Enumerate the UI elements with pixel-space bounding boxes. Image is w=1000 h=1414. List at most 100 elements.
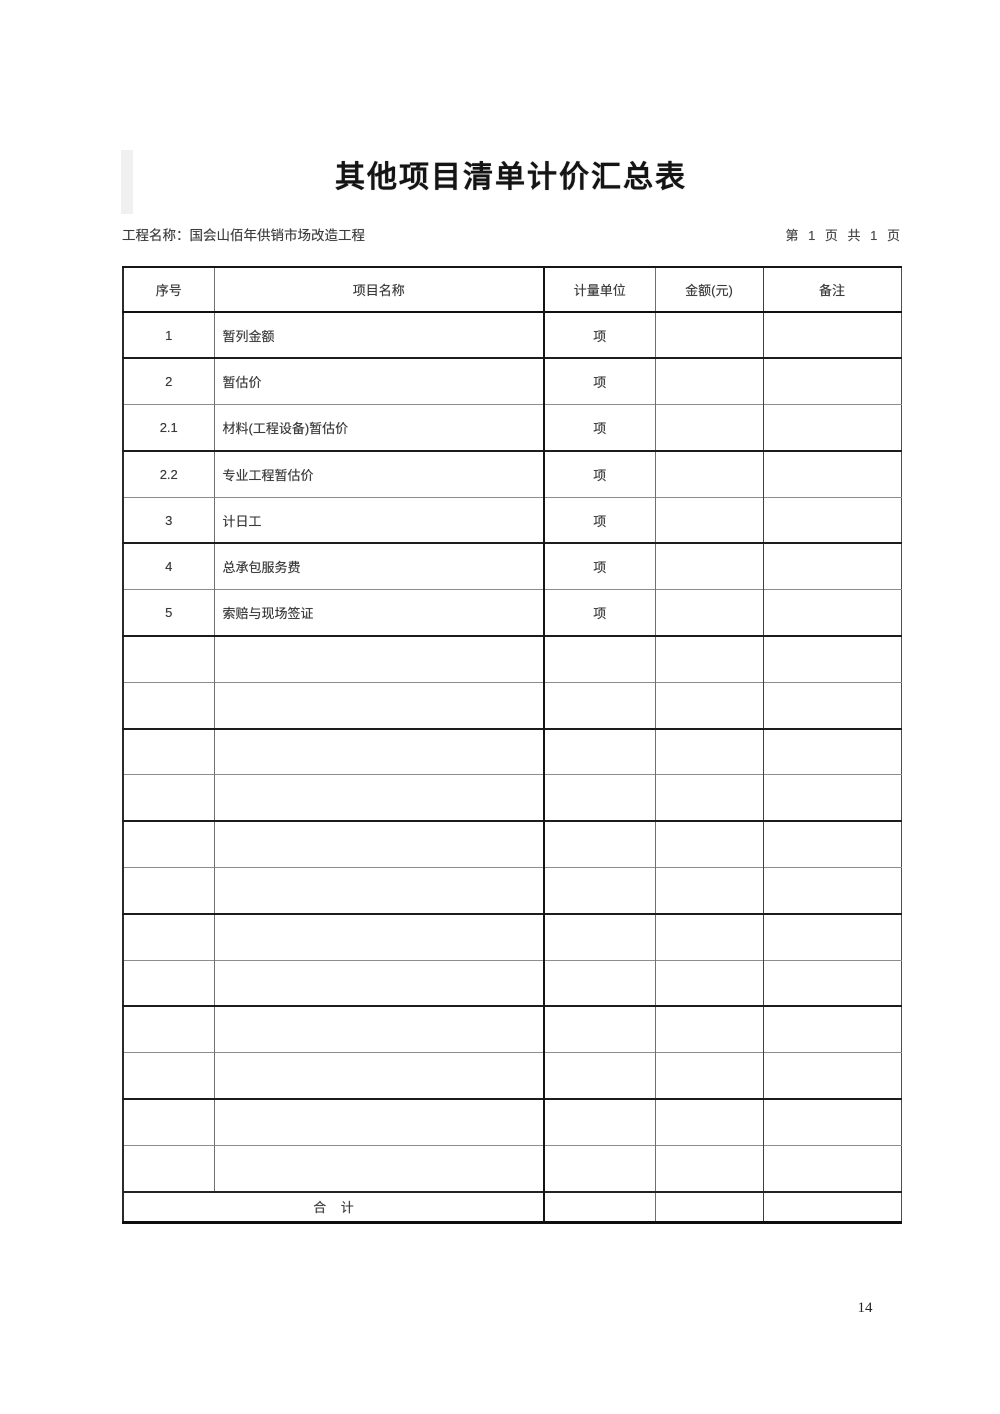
total-unit-cell	[544, 1191, 656, 1223]
item-name-cell	[214, 960, 545, 1007]
item-name-cell	[214, 1099, 545, 1146]
scan-artifact	[121, 150, 133, 214]
serial-cell	[123, 913, 215, 961]
serial-cell	[123, 867, 215, 914]
serial-cell	[123, 821, 215, 868]
item-name-cell: 专业工程暂估价	[214, 450, 545, 498]
unit-cell	[544, 821, 656, 868]
amount-cell	[655, 1006, 764, 1053]
total-amount-cell	[655, 1191, 764, 1223]
note-cell	[763, 868, 901, 914]
item-name-cell: 材料(工程设备)暂估价	[214, 404, 545, 451]
serial-cell: 3	[123, 497, 215, 544]
item-name-cell: 索赔与现场签证	[214, 589, 545, 637]
item-name-cell: 计日工	[214, 497, 545, 544]
serial-cell	[123, 1145, 215, 1192]
serial-cell: 1	[123, 312, 215, 359]
page-indicator: 第 1 页 共 1 页	[785, 228, 900, 243]
note-cell	[763, 358, 901, 404]
item-name-cell: 暂列金额	[214, 312, 545, 359]
column-header-unit: 计量单位	[544, 267, 656, 312]
empty-row	[123, 728, 901, 775]
amount-cell	[655, 1099, 764, 1146]
note-cell	[763, 1145, 901, 1191]
item-name-cell	[214, 774, 545, 822]
empty-row	[123, 774, 901, 822]
note-cell	[763, 1006, 901, 1052]
item-name-cell	[214, 636, 545, 683]
note-cell	[763, 1099, 901, 1145]
item-name-cell	[214, 913, 545, 961]
item-name-cell	[214, 1006, 545, 1053]
table-row: 4 总承包服务费项	[123, 543, 901, 590]
note-cell	[763, 636, 901, 682]
unit-cell: 项	[544, 312, 656, 359]
note-cell	[763, 312, 901, 358]
empty-row	[123, 1145, 901, 1192]
amount-cell	[655, 404, 764, 451]
empty-row	[123, 867, 901, 914]
serial-cell	[123, 682, 215, 729]
empty-row	[123, 682, 901, 729]
amount-cell	[655, 821, 764, 868]
column-header-note: 备注	[818, 283, 845, 298]
note-cell	[763, 451, 901, 497]
empty-row	[123, 1052, 901, 1100]
note-cell	[763, 590, 901, 636]
note-cell	[763, 821, 901, 867]
empty-row	[123, 636, 901, 683]
amount-cell	[655, 312, 764, 359]
serial-cell: 2	[123, 358, 215, 405]
page-number: 14	[857, 1300, 873, 1316]
serial-cell: 5	[123, 589, 215, 637]
note-cell	[763, 405, 901, 451]
table-row: 3 计日工项	[123, 497, 901, 544]
total-note-cell	[763, 1192, 901, 1223]
table-row: 2.1 材料(工程设备)暂估价项	[123, 404, 901, 451]
amount-cell	[655, 682, 764, 729]
amount-cell	[655, 358, 764, 405]
amount-cell	[655, 913, 764, 961]
total-label-cell: 合 计	[123, 1191, 545, 1223]
empty-row	[123, 1099, 901, 1146]
note-cell	[763, 543, 901, 589]
meta-row: 工程名称：国会山佰年供销市场改造工程 第 1 页 共 1 页	[122, 224, 900, 244]
column-header-serial: 序号	[123, 267, 215, 312]
item-name-cell: 暂估价	[214, 358, 545, 405]
unit-cell	[544, 960, 656, 1007]
header-row: 序号 项目名称 计量单位 金额(元) 备注	[123, 267, 901, 312]
empty-row	[123, 913, 901, 961]
item-name-cell: 总承包服务费	[214, 543, 545, 590]
pricing-summary-table: 序号 项目名称 计量单位 金额(元) 备注 1 暂列金额项 2 暂估价项 2.1 材料(工…	[122, 266, 902, 1225]
unit-cell	[544, 728, 656, 775]
table-row: 1 暂列金额项	[123, 312, 901, 359]
unit-cell: 项	[544, 543, 656, 590]
unit-cell	[544, 682, 656, 729]
table-body: 1 暂列金额项 2 暂估价项 2.1 材料(工程设备)暂估价项 2.2 专业工程暂估价项 3 计日…	[123, 312, 901, 1192]
amount-cell	[655, 497, 764, 544]
unit-cell: 项	[544, 404, 656, 451]
unit-cell	[544, 913, 656, 961]
amount-cell	[655, 774, 764, 822]
unit-cell: 项	[544, 358, 656, 405]
amount-cell	[655, 1145, 764, 1192]
table-row: 2 暂估价项	[123, 358, 901, 405]
serial-cell	[123, 1099, 215, 1146]
amount-cell	[655, 867, 764, 914]
unit-cell	[544, 1052, 656, 1100]
unit-cell	[544, 1099, 656, 1146]
table-row: 2.2 专业工程暂估价项	[123, 450, 901, 498]
serial-cell	[123, 728, 215, 775]
unit-cell	[544, 774, 656, 822]
note-cell	[763, 682, 901, 728]
empty-row	[123, 1006, 901, 1053]
serial-cell: 2.1	[123, 404, 215, 451]
table-row: 5 索赔与现场签证项	[123, 589, 901, 637]
empty-row	[123, 960, 901, 1007]
item-name-cell	[214, 682, 545, 729]
unit-cell: 项	[544, 497, 656, 544]
document-title: 其他项目清单计价汇总表	[335, 161, 687, 194]
unit-cell	[544, 636, 656, 683]
serial-cell	[123, 960, 215, 1007]
note-cell	[763, 775, 901, 821]
